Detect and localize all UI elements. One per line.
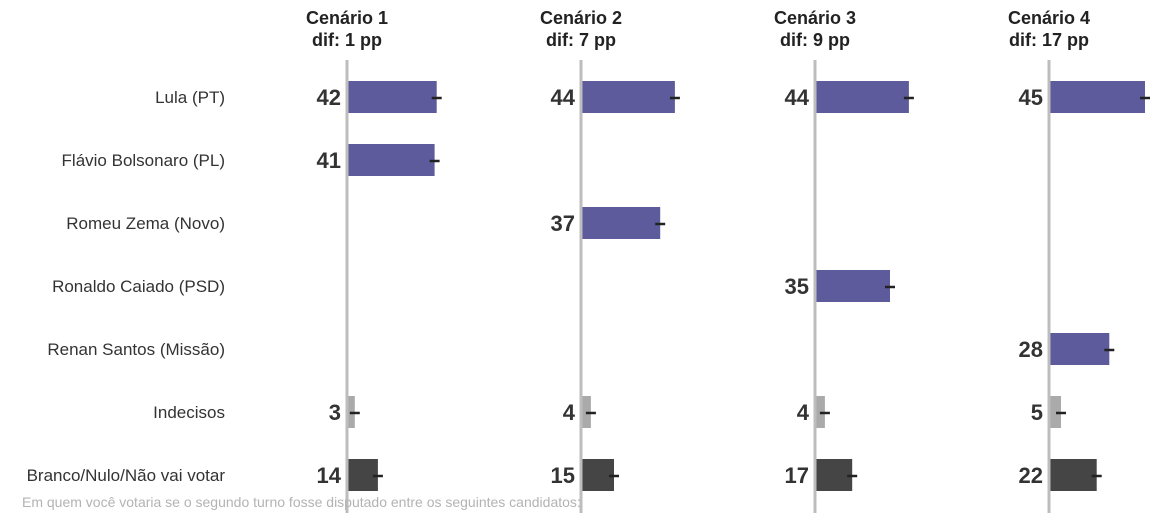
value-label-1-indecisos: 3: [329, 400, 341, 425]
category-label-branco-nulo-nao-vai-votar: Branco/Nulo/Não vai votar: [27, 466, 226, 485]
category-label-indecisos: Indecisos: [153, 403, 225, 422]
bar-3-lula-pt: [816, 81, 909, 113]
panel-title-1: Cenário 1: [306, 8, 388, 28]
value-label-4-branco-nulo-nao-vai-votar: 22: [1019, 463, 1043, 488]
value-label-2-lula-pt: 44: [551, 85, 576, 110]
value-label-3-indecisos: 4: [797, 400, 810, 425]
panel-title-4: Cenário 4: [1008, 8, 1090, 28]
bar-1-flavio-bolsonaro-pl: [348, 144, 435, 176]
value-label-2-romeu-zema-novo: 37: [551, 211, 575, 236]
panel-subtitle-1: dif: 1 pp: [312, 30, 382, 50]
value-label-3-branco-nulo-nao-vai-votar: 17: [785, 463, 809, 488]
footnote: Em quem você votaria se o segundo turno …: [22, 494, 581, 510]
category-label-renan-santos-missao: Renan Santos (Missão): [47, 340, 225, 359]
panel-subtitle-4: dif: 17 pp: [1009, 30, 1089, 50]
value-label-4-indecisos: 5: [1031, 400, 1043, 425]
panel-title-2: Cenário 2: [540, 8, 622, 28]
bar-4-lula-pt: [1050, 81, 1145, 113]
bar-2-branco-nulo-nao-vai-votar: [582, 459, 614, 491]
category-label-flavio-bolsonaro-pl: Flávio Bolsonaro (PL): [62, 151, 225, 170]
category-label-romeu-zema-novo: Romeu Zema (Novo): [66, 214, 225, 233]
value-label-3-lula-pt: 44: [785, 85, 810, 110]
value-label-2-branco-nulo-nao-vai-votar: 15: [551, 463, 575, 488]
value-label-2-indecisos: 4: [563, 400, 576, 425]
bar-4-indecisos: [1050, 396, 1061, 428]
bar-4-renan-santos-missao: [1050, 333, 1110, 365]
value-label-3-ronaldo-caiado-psd: 35: [785, 274, 809, 299]
panel-title-3: Cenário 3: [774, 8, 856, 28]
value-label-4-renan-santos-missao: 28: [1019, 337, 1043, 362]
value-label-4-lula-pt: 45: [1019, 85, 1043, 110]
value-label-1-branco-nulo-nao-vai-votar: 14: [317, 463, 342, 488]
bar-1-lula-pt: [348, 81, 437, 113]
bar-4-branco-nulo-nao-vai-votar: [1050, 459, 1097, 491]
bar-2-romeu-zema-novo: [582, 207, 661, 239]
bar-3-ronaldo-caiado-psd: [816, 270, 890, 302]
value-label-1-lula-pt: 42: [317, 85, 341, 110]
category-label-lula-pt: Lula (PT): [155, 88, 225, 107]
bar-3-branco-nulo-nao-vai-votar: [816, 459, 853, 491]
panel-subtitle-3: dif: 9 pp: [780, 30, 850, 50]
category-label-ronaldo-caiado-psd: Ronaldo Caiado (PSD): [52, 277, 225, 296]
bar-2-lula-pt: [582, 81, 675, 113]
panel-subtitle-2: dif: 7 pp: [546, 30, 616, 50]
value-label-1-flavio-bolsonaro-pl: 41: [317, 148, 341, 173]
